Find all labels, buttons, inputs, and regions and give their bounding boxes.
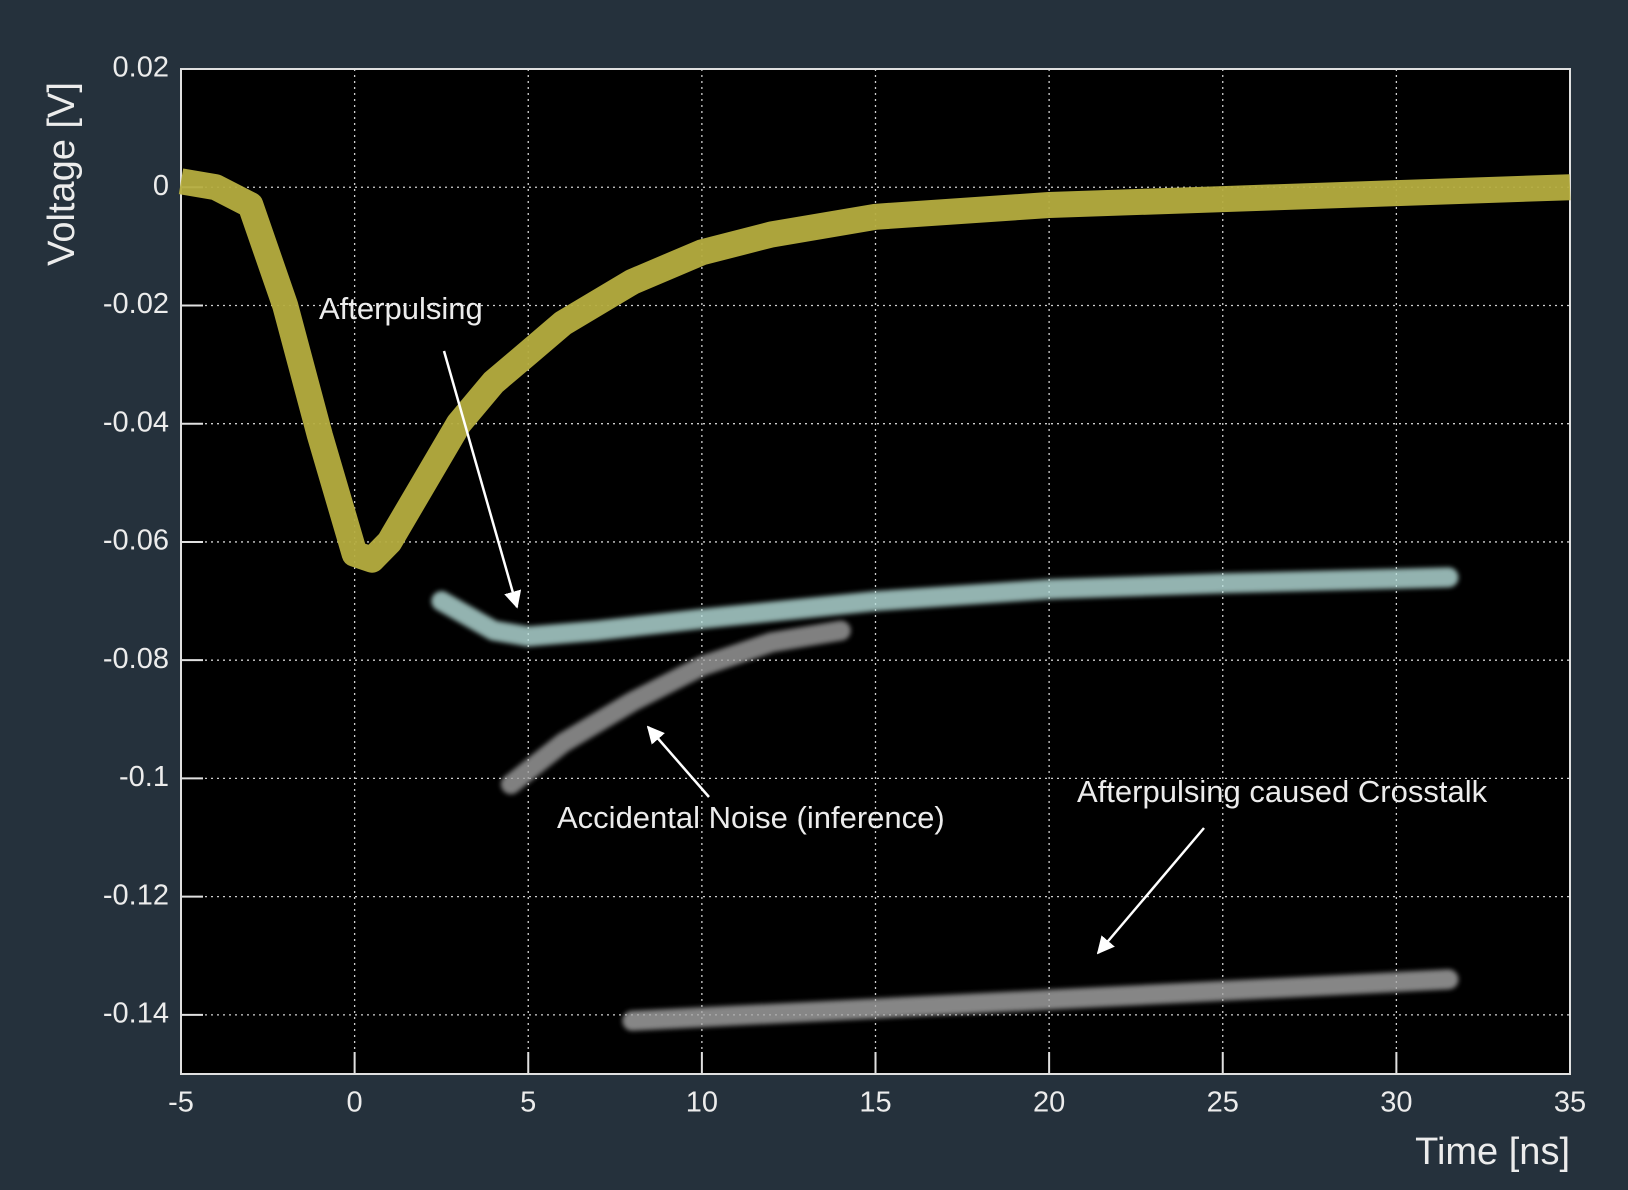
x-tick-label: 15 [859, 1087, 891, 1119]
x-tick-label: -5 [168, 1087, 194, 1119]
x-axis-title: Time [ns] [1415, 1131, 1570, 1173]
annotation: Afterpulsing caused Crosstalk [1077, 774, 1488, 809]
annotation: Afterpulsing [319, 291, 483, 326]
y-tick-label: -0.08 [103, 643, 169, 675]
y-tick-label: -0.14 [103, 998, 169, 1030]
x-tick-label: 25 [1207, 1087, 1239, 1119]
y-tick-label: -0.04 [103, 406, 169, 438]
x-tick-label: 20 [1033, 1087, 1065, 1119]
x-tick-label: 5 [520, 1087, 536, 1119]
page: Time [ns] Voltage [V] 0.02 0 -0.02 -0.04 -0.… [0, 0, 1628, 1190]
x-tick-label: 35 [1554, 1087, 1586, 1119]
chart: Time [ns] Voltage [V] 0.02 0 -0.02 -0.04 -0.… [0, 0, 1628, 1190]
y-tick-label: -0.12 [103, 879, 169, 911]
x-tick-label: 0 [347, 1087, 363, 1119]
y-tick-label: 0 [153, 170, 169, 202]
y-tick-label: -0.02 [103, 288, 169, 320]
annotation: Accidental Noise (inference) [557, 800, 945, 835]
y-tick-label: 0.02 [113, 52, 169, 84]
y-axis-title: Voltage [V] [41, 82, 83, 266]
x-tick-label: 30 [1380, 1087, 1412, 1119]
y-tick-label: -0.06 [103, 525, 169, 557]
x-tick-label: 10 [686, 1087, 718, 1119]
y-tick-label: -0.1 [119, 761, 169, 793]
